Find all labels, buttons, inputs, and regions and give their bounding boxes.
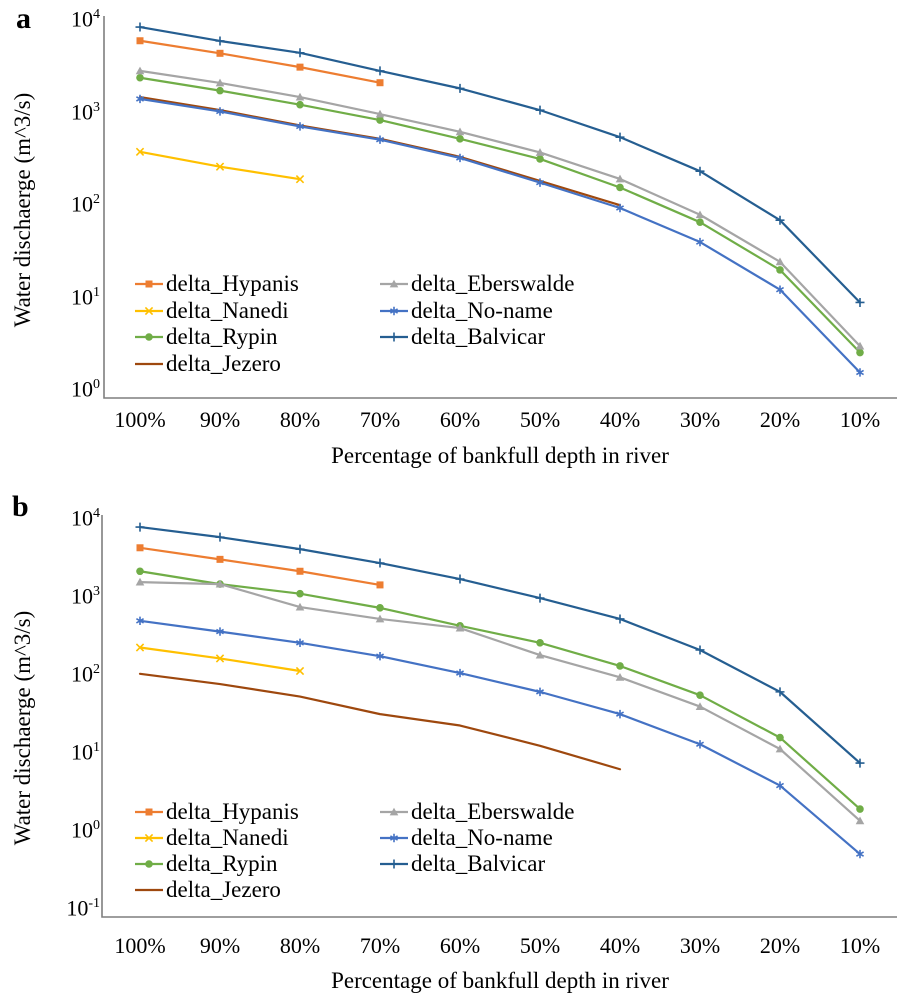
legend-swatch-delta_Jezero (135, 362, 163, 366)
legend-label: delta_Jezero (166, 351, 281, 376)
x-tick-label: 20% (759, 407, 801, 432)
y-tick-label: 10-1 (66, 895, 100, 921)
legend-item-delta_Nanedi: delta_Nanedi (133, 825, 289, 851)
legend-item-delta_Eberswalde: delta_Eberswalde (378, 271, 574, 297)
x-tick-label: 20% (759, 933, 801, 958)
legend-item-delta_Jezero: delta_Jezero (133, 351, 281, 377)
legend-swatch-delta_No-name (380, 833, 408, 843)
legend-item-delta_Rypin: delta_Rypin (133, 851, 278, 877)
x-axis-title-a: Percentage of bankfull depth in river (331, 443, 669, 468)
x-tick-label: 50% (519, 933, 561, 958)
series-delta_Nanedi-b (135, 643, 305, 676)
axis-lines-b (101, 515, 897, 918)
x-tick-label: 70% (359, 933, 401, 958)
series-delta_Eberswalde-a (135, 66, 865, 350)
legend-swatch-delta_Jezero (135, 888, 163, 892)
x-tick-label: 80% (279, 933, 321, 958)
x-tick-label: 30% (679, 933, 721, 958)
series-delta_No-name-b (135, 616, 865, 859)
x-tick-label: 70% (359, 407, 401, 432)
legend-label: delta_Nanedi (166, 298, 289, 323)
y-tick-label: 104 (71, 505, 100, 531)
legend-item-delta_Rypin: delta_Rypin (133, 324, 278, 350)
x-tick-label: 100% (114, 933, 166, 958)
x-tick-label: 40% (599, 933, 641, 958)
y-tick-label: 102 (71, 661, 100, 687)
legend-swatch-delta_Rypin (135, 860, 163, 868)
x-tick-label: 60% (439, 933, 481, 958)
series-delta_Hypanis-b (136, 544, 384, 589)
series-delta_No-name-a (135, 94, 865, 377)
series-delta_Eberswalde-b (135, 577, 865, 825)
x-tick-label: 90% (199, 407, 241, 432)
x-tick-label: 80% (279, 407, 321, 432)
series-delta_Jezero-b (138, 672, 622, 771)
legend-label: delta_Jezero (166, 877, 281, 902)
legend-item-delta_Hypanis: delta_Hypanis (133, 271, 299, 297)
series-delta_Nanedi-a (135, 147, 305, 184)
y-tick-label: 103 (71, 583, 100, 609)
legend-item-delta_Nanedi: delta_Nanedi (133, 298, 289, 324)
x-tick-label: 30% (679, 407, 721, 432)
legend-swatch-delta_Nanedi (135, 833, 163, 843)
legend-swatch-delta_Eberswalde (380, 807, 408, 816)
legend-swatch-delta_Nanedi (135, 306, 163, 316)
legend-label: delta_Balvicar (411, 324, 546, 349)
x-tick-label: 60% (439, 407, 481, 432)
legend-label: delta_Rypin (166, 851, 278, 876)
x-tick-label: 90% (199, 933, 241, 958)
legend-label: delta_No-name (411, 298, 553, 323)
x-tick-label: 100% (114, 407, 166, 432)
legend-item-delta_Hypanis: delta_Hypanis (133, 799, 299, 825)
y-tick-label: 100 (71, 817, 100, 843)
y-tick-label: 103 (71, 98, 100, 124)
legend-label: delta_Balvicar (411, 851, 546, 876)
legend-item-delta_Jezero: delta_Jezero (133, 877, 281, 903)
y-tick-label: 102 (71, 191, 100, 217)
series-delta_Hypanis-a (136, 37, 384, 87)
legend-label: delta_Hypanis (166, 799, 299, 824)
x-axis-title-b: Percentage of bankfull depth in river (331, 968, 669, 993)
series-delta_Balvicar-a (135, 22, 865, 307)
legend-label: delta_Eberswalde (411, 799, 575, 824)
y-tick-label: 101 (71, 739, 100, 765)
series-delta_Rypin-a (136, 73, 864, 357)
legend-swatch-delta_Eberswalde (380, 279, 408, 288)
legend-label: delta_Hypanis (166, 271, 299, 296)
legend-item-delta_No-name: delta_No-name (378, 825, 553, 851)
legend-label: delta_Rypin (166, 324, 278, 349)
series-delta_Balvicar-b (135, 522, 865, 768)
y-tick-label: 100 (71, 376, 100, 402)
legend-item-delta_Balvicar: delta_Balvicar (378, 851, 545, 877)
legend-swatch-delta_Rypin (135, 333, 163, 341)
legend-swatch-delta_Balvicar (380, 332, 408, 342)
x-tick-label: 10% (839, 407, 881, 432)
legend-item-delta_No-name: delta_No-name (378, 298, 553, 324)
legend-label: delta_Eberswalde (411, 271, 575, 296)
legend-label: delta_No-name (411, 825, 553, 850)
panel-label-a: a (16, 2, 31, 35)
x-tick-label: 50% (519, 407, 561, 432)
legend-swatch-delta_No-name (380, 306, 408, 316)
y-tick-label: 104 (71, 6, 100, 32)
legend-label: delta_Nanedi (166, 825, 289, 850)
legend-swatch-delta_Balvicar (380, 859, 408, 869)
axis-lines-a (103, 16, 897, 399)
panel-label-b: b (12, 490, 29, 523)
y-tick-label: 101 (71, 283, 100, 309)
x-tick-label: 10% (839, 933, 881, 958)
x-tick-label: 40% (599, 407, 641, 432)
legend-swatch-delta_Hypanis (135, 808, 163, 816)
series-delta_Rypin-b (136, 567, 864, 813)
legend-swatch-delta_Hypanis (135, 280, 163, 288)
legend-item-delta_Balvicar: delta_Balvicar (378, 324, 545, 350)
legend-item-delta_Eberswalde: delta_Eberswalde (378, 799, 574, 825)
